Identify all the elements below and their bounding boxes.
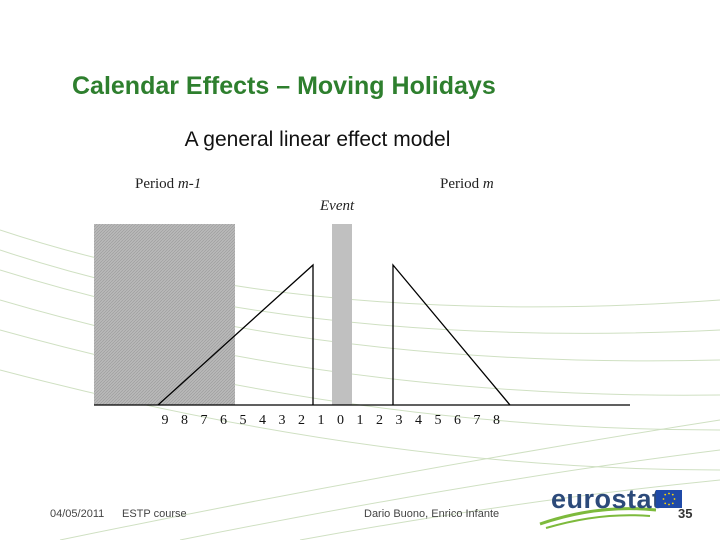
x-tick-label: 8 — [493, 413, 500, 428]
footer-date: 04/05/2011 — [50, 508, 105, 520]
footer-course: ESTP course — [122, 508, 187, 520]
slide-title: Calendar Effects – Moving Holidays — [72, 72, 496, 100]
x-tick-label: 2 — [376, 413, 383, 428]
x-tick-label: 0 — [337, 413, 344, 428]
x-tick-label: 3 — [279, 413, 286, 428]
x-tick-label: 6 — [454, 413, 461, 428]
x-tick-label: 7 — [201, 413, 208, 428]
slide-subtitle: A general linear effect model — [184, 128, 451, 151]
eu-flag-icon — [656, 490, 682, 508]
x-tick-label: 1 — [357, 413, 364, 428]
logo-text: eurostat — [551, 484, 662, 514]
period-right-label: Period m — [440, 176, 494, 192]
x-tick-label: 8 — [181, 413, 188, 428]
x-tick-label: 7 — [474, 413, 481, 428]
event-bar — [332, 224, 352, 405]
post-event-ramp — [392, 263, 511, 406]
x-tick-label: 5 — [240, 413, 247, 428]
footer-authors: Dario Buono, Enrico Infante — [364, 508, 500, 520]
x-tick-label: 4 — [259, 413, 266, 428]
x-tick-label: 5 — [435, 413, 442, 428]
pre-event-ramp — [157, 263, 314, 406]
event-label: Event — [319, 198, 355, 214]
x-tick-label: 1 — [318, 413, 325, 428]
logo-swoosh-icon — [539, 507, 657, 529]
x-tick-label: 9 — [162, 413, 169, 428]
page-number: 35 — [678, 506, 693, 521]
x-tick-label: 3 — [396, 413, 403, 428]
period-left-label: Period m-1 — [135, 176, 201, 192]
x-tick-label: 4 — [415, 413, 422, 428]
eurostat-logo: eurostat — [538, 480, 690, 530]
period-shaded-block — [94, 224, 235, 405]
x-tick-label: 6 — [220, 413, 227, 428]
x-tick-label: 2 — [298, 413, 305, 428]
